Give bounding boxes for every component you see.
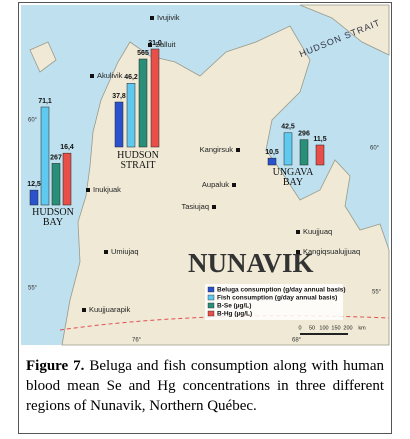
caption-text: Beluga and fish consumption along with h… <box>26 358 384 414</box>
place-marker <box>232 183 236 187</box>
value-label: 296 <box>298 130 310 137</box>
place-name: Kuujjuarapik <box>89 305 131 314</box>
place-marker <box>104 250 108 254</box>
legend-label: Beluga consumption (g/day annual basis) <box>217 287 346 294</box>
place-marker <box>236 148 240 152</box>
bar <box>40 106 50 206</box>
value-label: 42,5 <box>281 124 295 131</box>
legend-label: Fish consumption (g/day annual basis) <box>217 295 337 302</box>
bar <box>62 152 72 206</box>
value-label: 12,5 <box>27 181 41 188</box>
legend-swatch <box>207 302 215 309</box>
bar <box>114 101 124 148</box>
scale-label: 200 <box>343 325 352 331</box>
place-marker <box>86 188 90 192</box>
bar <box>29 189 39 206</box>
place-marker <box>150 16 154 20</box>
value-label: 11,5 <box>313 136 326 143</box>
value-label: 16,4 <box>60 144 74 151</box>
legend-swatch <box>207 286 215 293</box>
legend-box <box>205 284 343 320</box>
place-name: Aupaluk <box>202 180 229 189</box>
scale-label: 50 <box>309 325 315 331</box>
bar <box>51 163 61 206</box>
place-marker <box>296 230 300 234</box>
caption-label: Figure 7. <box>26 358 85 374</box>
bar <box>267 157 277 166</box>
graticule-label: 55° <box>28 286 38 292</box>
island <box>299 4 390 56</box>
bar <box>138 58 148 148</box>
island <box>29 41 57 73</box>
graticule-label: 76° <box>132 338 142 344</box>
place-name: Kuujjuaq <box>303 227 332 236</box>
graticule-label: 55° <box>372 290 382 296</box>
place-marker <box>212 205 216 209</box>
scale-label: 100 <box>319 325 328 331</box>
place-marker <box>148 43 152 47</box>
place-name: Tasiujaq <box>181 202 209 211</box>
value-label: 46,2 <box>124 74 138 81</box>
legend-label: B-Se (µg/L) <box>217 303 251 310</box>
bar <box>315 144 325 166</box>
legend-swatch <box>207 294 215 301</box>
region-label: HUDSON BAY <box>32 207 74 228</box>
value-label: 71,1 <box>38 98 52 105</box>
graticule-label: 60° <box>28 118 38 124</box>
graticule-label: 68° <box>292 338 302 344</box>
graticule-label: 60° <box>370 146 380 152</box>
scale-bar <box>300 333 348 335</box>
bar <box>283 132 293 166</box>
place-name: Kangiqsualujjuaq <box>303 247 360 256</box>
bar <box>150 48 160 148</box>
region-name: NUNAVIK <box>188 248 314 278</box>
value-label: 37,8 <box>112 93 126 100</box>
bar <box>126 83 136 148</box>
place-name: Inukjuak <box>93 185 121 194</box>
region-label: HUDSON STRAIT <box>117 150 159 171</box>
value-label: 10,5 <box>265 149 279 156</box>
legend-swatch <box>207 310 215 317</box>
place-name: Ivujivik <box>157 13 180 22</box>
place-marker <box>296 250 300 254</box>
legend-label: B-Hg (µg/L) <box>217 311 252 318</box>
place-marker <box>90 74 94 78</box>
place-name: Akulivik <box>97 71 123 80</box>
value-label: 565 <box>137 50 149 57</box>
value-label: 267 <box>50 154 62 161</box>
scale-label: km <box>358 325 366 331</box>
place-name: Umiujaq <box>111 247 139 256</box>
place-name: Kangirsuk <box>200 145 234 154</box>
value-label: 31,0 <box>148 40 162 47</box>
place-name: Salluit <box>155 40 176 49</box>
scale-label: 150 <box>331 325 340 331</box>
scale-label: 0 <box>298 325 301 331</box>
place-marker <box>82 308 86 312</box>
caption: Figure 7. Beluga and fish consumption al… <box>26 356 384 416</box>
bar <box>299 139 309 166</box>
region-label: UNGAVA BAY <box>272 167 314 188</box>
